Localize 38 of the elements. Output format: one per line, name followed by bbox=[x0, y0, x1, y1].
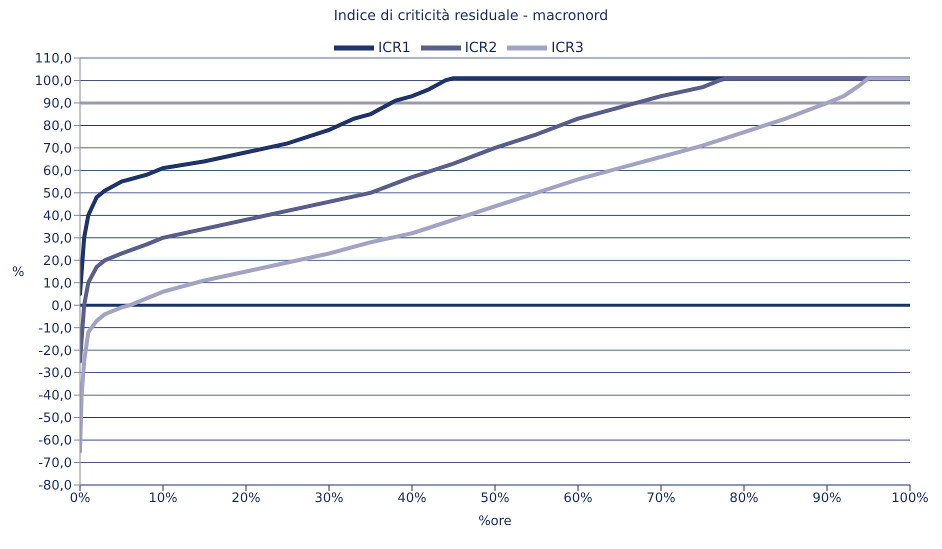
y-tick-label: 60,0 bbox=[43, 164, 72, 179]
y-tick-label: 30,0 bbox=[43, 231, 72, 246]
x-tick-label: 40% bbox=[398, 491, 426, 506]
y-tick-label: 0,0 bbox=[51, 298, 72, 314]
x-tick-label: 10% bbox=[148, 491, 178, 506]
y-axis-title: % bbox=[12, 265, 24, 280]
y-tick-label: 90,0 bbox=[43, 96, 72, 112]
y-tick-label: -40,0 bbox=[38, 388, 72, 404]
x-tick-label: 30% bbox=[314, 491, 344, 506]
x-tick-label: 60% bbox=[564, 491, 592, 506]
legend-label: ICR2 bbox=[464, 40, 498, 56]
chart-title: Indice di criticità residuale - macronord bbox=[332, 8, 610, 24]
y-tick-label: 10,0 bbox=[43, 276, 72, 292]
y-tick-label: 50,0 bbox=[43, 186, 72, 202]
y-tick-label: 80,0 bbox=[43, 119, 72, 134]
y-tick-label: 70,0 bbox=[43, 142, 72, 157]
x-axis-title: %ore bbox=[478, 514, 512, 529]
y-tick-label: -50,0 bbox=[38, 411, 72, 426]
x-tick-label: 90% bbox=[812, 491, 842, 506]
x-tick-label: 0% bbox=[70, 491, 90, 506]
y-tick-label: -60,0 bbox=[38, 434, 72, 449]
y-tick-label: 110,0 bbox=[34, 52, 72, 67]
x-tick-label: 100% bbox=[891, 491, 929, 506]
x-tick-label: 20% bbox=[232, 491, 260, 506]
x-tick-label: 80% bbox=[730, 491, 758, 506]
x-tick-label: 50% bbox=[480, 491, 510, 506]
y-tick-label: -10,0 bbox=[38, 321, 72, 336]
line-series bbox=[80, 76, 910, 454]
y-tick-label: -30,0 bbox=[38, 366, 72, 382]
y-tick-label: 100,0 bbox=[34, 74, 72, 90]
y-tick-label: -20,0 bbox=[38, 344, 72, 359]
y-tick-label: -80,0 bbox=[38, 478, 72, 494]
x-tick-label: 70% bbox=[646, 491, 676, 506]
y-tick-label: 20,0 bbox=[43, 254, 72, 269]
legend-label: ICR1 bbox=[378, 40, 411, 56]
y-tick-label: 40,0 bbox=[43, 208, 72, 224]
legend-label: ICR3 bbox=[551, 40, 584, 56]
y-tick-label: -70,0 bbox=[38, 456, 72, 472]
